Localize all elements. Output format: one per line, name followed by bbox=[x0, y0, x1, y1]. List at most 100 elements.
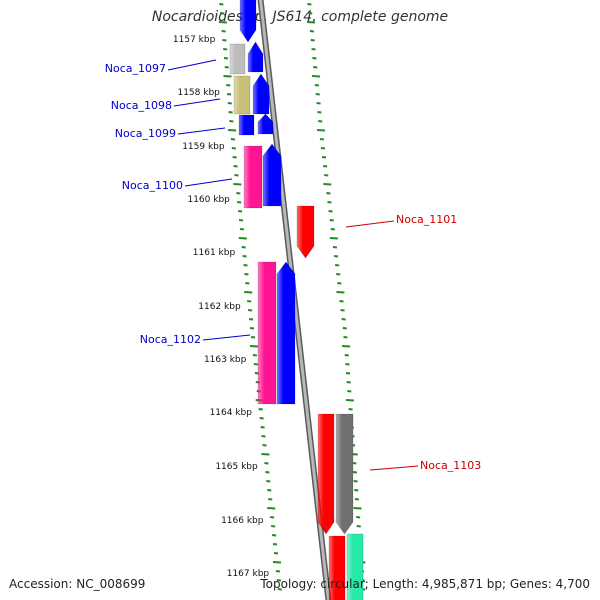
gene-label-noca-1100: Noca_1100 bbox=[122, 178, 233, 192]
kbp-tick-label: 1163 kbp bbox=[204, 355, 247, 365]
tick-mark bbox=[319, 138, 325, 141]
tick-mark bbox=[267, 489, 272, 492]
tick-mark bbox=[275, 570, 281, 573]
tick-mark bbox=[345, 399, 354, 402]
tick-mark bbox=[345, 363, 350, 366]
tick-mark bbox=[228, 129, 237, 132]
tick-mark bbox=[333, 255, 339, 258]
gene-noca-1100-arrow-shape bbox=[262, 143, 282, 207]
tick-mark bbox=[222, 39, 227, 42]
tick-mark bbox=[242, 255, 247, 258]
tick-mark bbox=[249, 327, 255, 330]
tick-mark bbox=[264, 462, 269, 465]
gene-label-text: Noca_1097 bbox=[105, 62, 166, 75]
tick-mark bbox=[328, 210, 333, 213]
tick-mark bbox=[335, 264, 340, 267]
tick-mark bbox=[318, 120, 323, 123]
genome-summary: Topology: circular; Length: 4,985,871 bp… bbox=[260, 577, 590, 591]
tick-mark bbox=[252, 354, 258, 357]
leader-line bbox=[369, 465, 419, 471]
kbp-tick-label: 1160 kbp bbox=[187, 195, 230, 205]
tick-mark bbox=[307, 3, 312, 6]
left-tick-ring bbox=[218, 3, 282, 591]
tick-mark bbox=[244, 291, 253, 294]
tick-mark bbox=[223, 75, 232, 78]
tick-mark bbox=[308, 12, 313, 15]
tick-mark bbox=[321, 156, 327, 159]
tick-mark bbox=[354, 498, 360, 501]
tick-mark bbox=[271, 534, 277, 537]
tick-mark bbox=[258, 408, 263, 411]
gene-noca-1100-box bbox=[243, 145, 263, 209]
tick-mark bbox=[317, 111, 322, 114]
gene-noca-1099-box-shape bbox=[238, 114, 255, 136]
tick-mark bbox=[272, 543, 278, 546]
gene-bottom-partial-teal-shape bbox=[346, 533, 364, 600]
gene-noca-1099-arrow-shape bbox=[257, 113, 274, 135]
tick-mark bbox=[277, 588, 282, 591]
gene-noca-1097-box bbox=[229, 43, 246, 75]
tick-mark bbox=[326, 192, 331, 195]
gene-noca-1101-arrow bbox=[296, 205, 315, 259]
gene-bottom-partial-red bbox=[328, 535, 346, 600]
tick-mark bbox=[237, 210, 243, 213]
tick-mark bbox=[312, 57, 317, 60]
leader-line bbox=[167, 59, 217, 71]
tick-mark bbox=[340, 309, 345, 312]
gene-noca-1102-box bbox=[257, 261, 277, 405]
tick-mark bbox=[260, 426, 265, 429]
tick-mark bbox=[266, 480, 271, 483]
tick-mark bbox=[267, 507, 276, 510]
tick-mark bbox=[259, 417, 264, 420]
tick-mark bbox=[336, 291, 345, 294]
gene-noca-1097-arrow-shape bbox=[247, 41, 264, 73]
tick-mark bbox=[228, 111, 233, 114]
tick-mark bbox=[311, 48, 316, 51]
gene-noca-1100-arrow bbox=[262, 143, 282, 207]
gene-label-noca-1098: Noca_1098 bbox=[111, 98, 221, 112]
tick-mark bbox=[268, 498, 273, 501]
tick-mark bbox=[270, 516, 275, 519]
gene-noca-1100-box-shape bbox=[243, 145, 263, 209]
tick-mark bbox=[309, 30, 315, 33]
right-tick-ring bbox=[306, 3, 366, 591]
gene-top-partial-bar bbox=[239, 0, 257, 43]
tick-mark bbox=[317, 129, 326, 132]
gene-noca-1102-box-shape bbox=[257, 261, 277, 405]
tick-mark bbox=[253, 363, 259, 366]
tick-mark bbox=[323, 165, 328, 168]
leader-line bbox=[202, 334, 251, 341]
tick-mark bbox=[353, 480, 358, 483]
tick-mark bbox=[229, 120, 234, 123]
tick-mark bbox=[354, 489, 359, 492]
leader-line bbox=[177, 127, 226, 135]
tick-mark bbox=[234, 174, 239, 177]
tick-mark bbox=[324, 174, 329, 177]
gene-noca-1097-arrow bbox=[247, 41, 264, 73]
gene-label-text: Noca_1103 bbox=[420, 459, 481, 472]
tick-mark bbox=[276, 579, 281, 582]
gene-label-noca-1101: Noca_1101 bbox=[345, 213, 457, 228]
gene-label-text: Noca_1102 bbox=[140, 333, 201, 346]
tick-mark bbox=[223, 48, 228, 51]
tick-mark bbox=[247, 300, 252, 303]
gene-noca-1098-box bbox=[233, 75, 251, 115]
tick-mark bbox=[347, 390, 352, 393]
tick-mark bbox=[219, 3, 224, 6]
tick-mark bbox=[356, 525, 361, 528]
tick-mark bbox=[218, 21, 227, 24]
tick-mark bbox=[224, 66, 229, 69]
kbp-tick-label: 1159 kbp bbox=[182, 142, 225, 152]
gene-noca-1101-arrow-shape bbox=[296, 205, 315, 259]
tick-mark bbox=[348, 408, 353, 411]
gene-label-noca-1099: Noca_1099 bbox=[115, 127, 226, 140]
tick-mark bbox=[320, 147, 326, 150]
tick-mark bbox=[265, 471, 270, 474]
tick-mark bbox=[226, 93, 232, 96]
tick-mark bbox=[262, 444, 267, 447]
tick-mark bbox=[346, 381, 351, 384]
tick-mark bbox=[311, 75, 321, 78]
tick-mark bbox=[233, 165, 238, 168]
tick-mark bbox=[248, 309, 253, 312]
